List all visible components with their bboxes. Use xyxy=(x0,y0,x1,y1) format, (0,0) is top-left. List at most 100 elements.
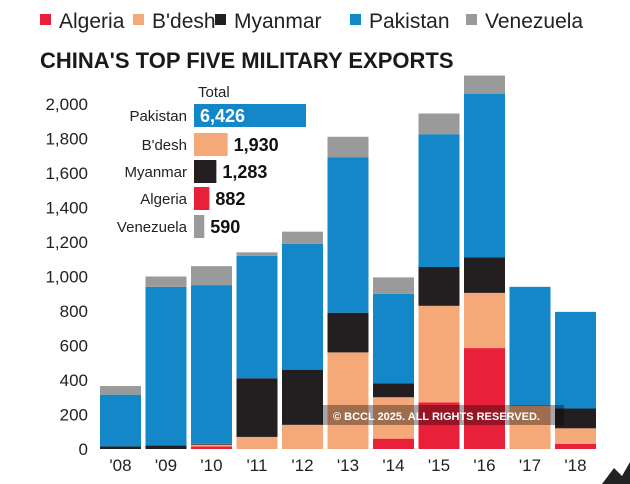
bar-segment-b-desh-12 xyxy=(282,424,323,449)
bar-segment-venezuela-13 xyxy=(327,136,369,158)
corner-swoosh xyxy=(602,462,630,484)
y-tick-label: 600 xyxy=(60,337,88,356)
bar-segment-pakistan-18 xyxy=(555,311,596,409)
bar-segment-myanmar-16 xyxy=(464,257,505,293)
bar-segment-b-desh-15 xyxy=(418,305,460,403)
bar-segment-venezuela-12 xyxy=(282,231,323,244)
legend-label-algeria: Algeria xyxy=(59,10,125,33)
bar-segment-algeria-10 xyxy=(191,446,232,449)
bar-segment-venezuela-08 xyxy=(100,386,141,395)
y-tick-label: 1,200 xyxy=(45,233,88,252)
bar-segment-pakistan-10 xyxy=(191,285,232,444)
watermark-text: © BCCL 2025. ALL RIGHTS RESERVED. xyxy=(333,411,540,423)
inset-label-pakistan: Pakistan xyxy=(129,108,187,125)
bar-segment-venezuela-15 xyxy=(418,113,460,135)
legend-swatch-venezuela xyxy=(466,14,477,25)
inset-bar-algeria xyxy=(194,187,210,210)
legend-swatch-algeria xyxy=(40,14,51,25)
bar-segment-myanmar-14 xyxy=(373,383,414,398)
bar-segment-algeria-18 xyxy=(555,443,596,449)
x-tick-label: '12 xyxy=(291,456,313,475)
bar-segment-b-desh-11 xyxy=(236,436,278,449)
bar-segment-pakistan-11 xyxy=(236,255,278,379)
x-tick-label: '08 xyxy=(109,456,131,475)
bar-segment-myanmar-15 xyxy=(418,267,460,306)
legend-label-b-desh: B'desh xyxy=(152,10,216,33)
inset-value-myanmar: 1,283 xyxy=(222,162,267,182)
x-tick-label: '16 xyxy=(473,456,495,475)
bar-segment-b-desh-17 xyxy=(509,405,551,449)
y-tick-label: 1,600 xyxy=(45,164,88,183)
bar-segment-pakistan-09 xyxy=(145,286,187,446)
bar-segment-pakistan-12 xyxy=(282,243,323,370)
inset-bar-myanmar xyxy=(194,160,217,183)
bar-segment-pakistan-17 xyxy=(509,286,551,406)
x-tick-label: '13 xyxy=(337,456,359,475)
inset-value-pakistan: 6,426 xyxy=(200,106,245,126)
inset-header: Total xyxy=(198,84,230,101)
inset-bar-b-desh xyxy=(194,133,228,156)
x-tick-label: '09 xyxy=(155,456,177,475)
y-tick-label: 400 xyxy=(60,371,88,390)
bar-segment-b-desh-14 xyxy=(373,397,414,439)
totals-inset: Total Pakistan 6,426 B'desh 1,930 Myanmar 1,2… xyxy=(117,84,306,238)
legend-label-myanmar: Myanmar xyxy=(234,10,322,33)
bar-segment-b-desh-18 xyxy=(555,428,596,444)
watermark-band xyxy=(322,405,564,425)
bar-segment-algeria-14 xyxy=(373,438,414,449)
bar-segment-myanmar-12 xyxy=(282,369,323,425)
bar-segment-myanmar-10 xyxy=(191,443,232,445)
inset-label-b-desh: B'desh xyxy=(142,137,187,154)
x-tick-label: '18 xyxy=(564,456,586,475)
bar-segment-venezuela-09 xyxy=(145,276,187,287)
y-tick-label: 800 xyxy=(60,302,88,321)
x-tick-label: '14 xyxy=(382,456,404,475)
legend-swatch-b-desh xyxy=(133,14,144,25)
inset-value-algeria: 882 xyxy=(215,189,245,209)
y-axis: 2,000 1,800 1,600 1,400 1,200 1,000 800 600 400 2… xyxy=(45,95,88,459)
x-tick-label: '11 xyxy=(247,456,268,475)
watermark: © BCCL 2025. ALL RIGHTS RESERVED. xyxy=(322,405,564,425)
bar-segment-algeria-16 xyxy=(464,348,505,449)
bar-segment-algeria-15 xyxy=(418,402,460,449)
inset-label-algeria: Algeria xyxy=(140,191,187,208)
bar-segment-pakistan-08 xyxy=(100,394,141,447)
inset-label-venezuela: Venezuela xyxy=(117,219,188,236)
inset-value-venezuela: 590 xyxy=(210,217,240,237)
bar-segment-venezuela-16 xyxy=(464,75,505,94)
bar-segment-pakistan-13 xyxy=(327,157,369,313)
bar-segment-venezuela-14 xyxy=(373,277,414,294)
bar-segment-b-desh-10 xyxy=(191,444,232,447)
x-tick-label: '15 xyxy=(428,456,450,475)
bar-segment-venezuela-10 xyxy=(191,266,232,286)
legend-swatch-pakistan xyxy=(350,14,361,25)
bar-segment-venezuela-11 xyxy=(236,252,278,256)
x-tick-label: '17 xyxy=(519,456,541,475)
inset-value-b-desh: 1,930 xyxy=(234,135,279,155)
x-axis: '08 '09 '10 '11 '12 '13 '14 '15 '16 '17 '18 xyxy=(109,456,586,475)
bar-segment-myanmar-13 xyxy=(327,312,369,353)
bar-segment-myanmar-18 xyxy=(555,408,596,429)
inset-label-myanmar: Myanmar xyxy=(124,164,187,181)
inset-bar-venezuela xyxy=(194,215,205,238)
bar-segment-b-desh-16 xyxy=(464,292,505,349)
inset-bar-pakistan xyxy=(194,104,306,127)
bar-segment-myanmar-08 xyxy=(100,446,141,449)
y-tick-label: 200 xyxy=(60,406,88,425)
y-tick-label: 0 xyxy=(79,440,88,459)
chart-title: CHINA'S TOP FIVE MILITARY EXPORTS xyxy=(40,48,454,73)
bar-segment-myanmar-11 xyxy=(236,378,278,437)
y-tick-label: 1,000 xyxy=(45,268,88,287)
bar-segment-myanmar-09 xyxy=(145,445,187,449)
bars xyxy=(100,75,596,449)
bar-segment-pakistan-15 xyxy=(418,134,460,268)
legend-swatch-myanmar xyxy=(215,14,226,25)
y-tick-label: 1,800 xyxy=(45,130,88,149)
legend-label-venezuela: Venezuela xyxy=(485,10,583,33)
x-tick-label: '10 xyxy=(200,456,222,475)
bar-segment-pakistan-16 xyxy=(464,93,505,258)
legend: Algeria B'desh Myanmar Pakistan Venezuela xyxy=(40,10,583,33)
legend-label-pakistan: Pakistan xyxy=(369,10,450,33)
bar-segment-pakistan-14 xyxy=(373,293,414,384)
